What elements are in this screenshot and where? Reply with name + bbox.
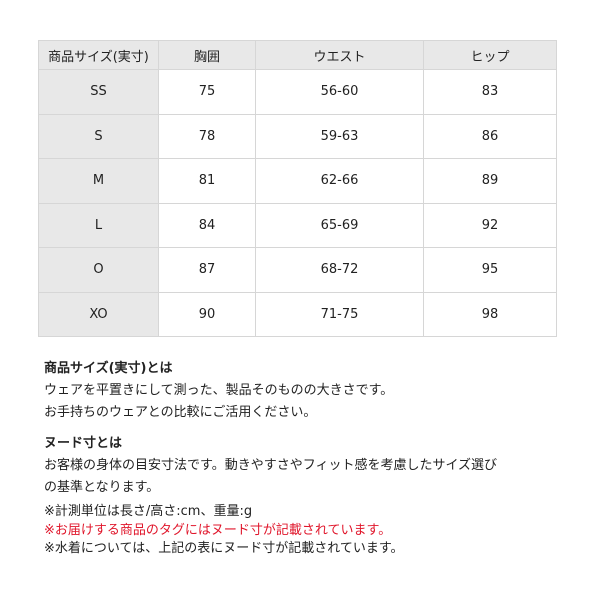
chest-cell: 81: [158, 158, 256, 204]
chest-cell: 84: [158, 202, 256, 248]
hip-cell: 92: [423, 202, 557, 248]
chest-cell: 90: [158, 291, 256, 337]
hip-cell: 83: [423, 69, 557, 115]
size-cell: XO: [38, 291, 159, 337]
nude-size-line: の基準となります。: [44, 480, 160, 495]
size-table: 商品サイズ(実寸) 胸囲 ウエスト ヒップ SS 75 56-60 83 S 78 59-6…: [38, 40, 557, 337]
product-size-heading: 商品サイズ(実寸)とは: [44, 361, 173, 376]
header-waist: ウエスト: [255, 40, 424, 70]
hip-cell: 89: [423, 158, 557, 204]
waist-cell: 68-72: [255, 247, 424, 293]
header-chest: 胸囲: [158, 40, 256, 70]
table-row: O 87 68-72 95: [38, 247, 557, 293]
nude-size-line: お客様の身体の目安寸法です。動きやすさやフィット感を考慮したサイズ選び: [44, 458, 498, 473]
table-row: S 78 59-63 86: [38, 113, 557, 159]
table-row: L 84 65-69 92: [38, 202, 557, 248]
table-row: SS 75 56-60 83: [38, 69, 557, 115]
header-hip: ヒップ: [423, 40, 557, 70]
waist-cell: 65-69: [255, 202, 424, 248]
size-cell: S: [38, 113, 159, 159]
table-header-row: 商品サイズ(実寸) 胸囲 ウエスト ヒップ: [38, 40, 557, 70]
chest-cell: 75: [158, 69, 256, 115]
waist-cell: 71-75: [255, 291, 424, 337]
size-cell: SS: [38, 69, 159, 115]
waist-cell: 56-60: [255, 69, 424, 115]
hip-cell: 86: [423, 113, 557, 159]
header-size: 商品サイズ(実寸): [38, 40, 159, 70]
unit-note: ※計測単位は長さ/高さ:cm、重量:g: [44, 504, 253, 519]
chest-cell: 78: [158, 113, 256, 159]
table-row: M 81 62-66 89: [38, 158, 557, 204]
waist-cell: 59-63: [255, 113, 424, 159]
tag-note: ※お届けする商品のタグにはヌード寸が記載されています。: [44, 522, 392, 538]
product-size-line: お手持ちのウェアとの比較にご活用ください。: [44, 405, 317, 420]
size-notes: 商品サイズ(実寸)とは ウェアを平置きにして測った、製品そのものの大きさです。 …: [44, 358, 564, 559]
hip-cell: 95: [423, 247, 557, 293]
swimwear-note: ※水着については、上記の表にヌード寸が記載されています。: [44, 541, 404, 556]
nude-size-heading: ヌード寸とは: [44, 436, 123, 451]
product-size-line: ウェアを平置きにして測った、製品そのものの大きさです。: [44, 383, 394, 398]
chest-cell: 87: [158, 247, 256, 293]
size-cell: M: [38, 158, 159, 204]
size-cell: L: [38, 202, 159, 248]
hip-cell: 98: [423, 291, 557, 337]
waist-cell: 62-66: [255, 158, 424, 204]
size-cell: O: [38, 247, 159, 293]
table-row: XO 90 71-75 98: [38, 291, 557, 337]
